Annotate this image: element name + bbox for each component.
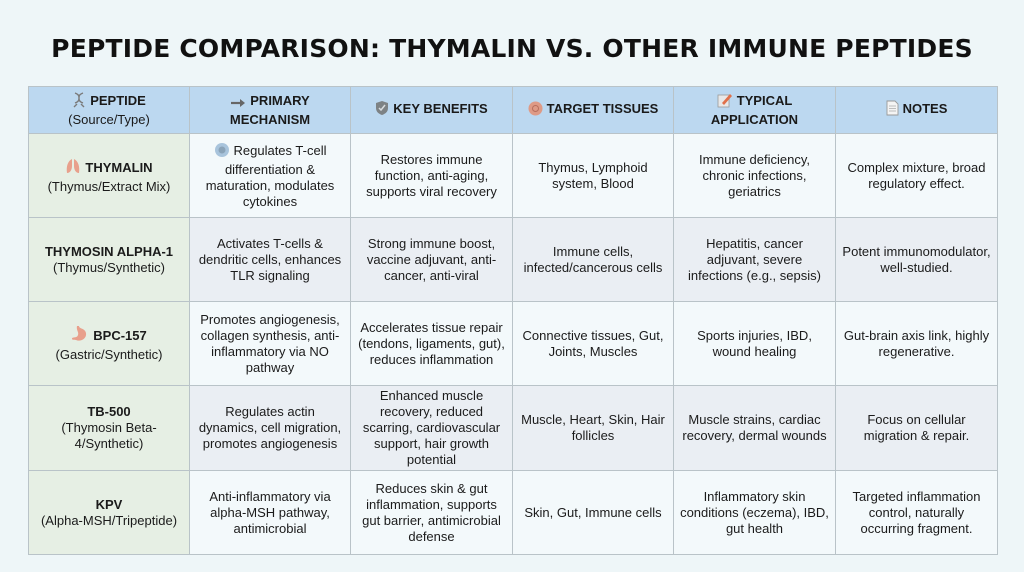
benefits-cell: Restores immune function, anti-aging, su…	[350, 133, 513, 218]
table-row: KPV (Alpha-MSH/Tripeptide) Anti-inflamma…	[28, 470, 998, 555]
stomach-icon	[71, 325, 89, 347]
peptide-source: (Thymus/Extract Mix)	[47, 178, 171, 194]
thymus-icon	[65, 157, 81, 179]
mechanism-cell: Activates T-cells & dendritic cells, enh…	[189, 217, 351, 302]
tissues-cell: Immune cells, infected/cancerous cells	[512, 217, 674, 302]
benefits-cell: Enhanced muscle recovery, reduced scarri…	[350, 385, 513, 471]
dna-icon	[72, 92, 86, 112]
notes-cell: Complex mixture, broad regulatory effect…	[835, 133, 998, 218]
application-cell: Inflammatory skin conditions (eczema), I…	[673, 470, 836, 555]
mechanism-cell: Anti-inflammatory via alpha-MSH pathway,…	[189, 470, 351, 555]
header-primary-mechanism: PRIMARY MECHANISM	[189, 86, 351, 134]
peptide-cell: KPV (Alpha-MSH/Tripeptide)	[28, 470, 190, 555]
peptide-cell: TB-500 (Thymosin Beta-4/Synthetic)	[28, 385, 190, 471]
document-icon	[886, 100, 899, 120]
application-cell: Sports injuries, IBD, wound healing	[673, 301, 836, 386]
header-key-benefits: KEY BENEFITS	[350, 86, 513, 134]
table-row: THYMOSIN ALPHA-1 (Thymus/Synthetic) Acti…	[28, 217, 998, 302]
benefits-cell: Reduces skin & gut inflammation, support…	[350, 470, 513, 555]
pencil-note-icon	[717, 92, 733, 112]
mechanism-cell: Regulates actin dynamics, cell migration…	[189, 385, 351, 471]
notes-cell: Targeted inflammation control, naturally…	[835, 470, 998, 555]
peptide-name: THYMALIN	[85, 159, 153, 175]
header-target-tissues: TARGET TISSUES	[512, 86, 674, 134]
tissues-cell: Thymus, Lymphoid system, Blood	[512, 133, 674, 218]
header-typical-application: TYPICAL APPLICATION	[673, 86, 836, 134]
peptide-name: TB-500	[87, 404, 131, 419]
table-row: BPC-157 (Gastric/Synthetic) Promotes ang…	[28, 301, 998, 386]
page-title: PEPTIDE COMPARISON: THYMALIN VS. OTHER I…	[51, 34, 973, 63]
shield-check-icon	[375, 100, 389, 120]
mechanism-cell: Regulates T-cell differentiation & matur…	[189, 133, 351, 218]
benefits-cell: Accelerates tissue repair (tendons, liga…	[350, 301, 513, 386]
peptide-name: BPC-157	[93, 327, 147, 343]
cell-icon	[214, 142, 230, 162]
tissues-cell: Muscle, Heart, Skin, Hair follicles	[512, 385, 674, 471]
peptide-cell: BPC-157 (Gastric/Synthetic)	[28, 301, 190, 386]
header-notes: NOTES	[835, 86, 998, 134]
application-cell: Hepatitis, cancer adjuvant, severe infec…	[673, 217, 836, 302]
benefits-cell: Strong immune boost, vaccine adjuvant, a…	[350, 217, 513, 302]
application-cell: Muscle strains, cardiac recovery, dermal…	[673, 385, 836, 471]
peptide-name: THYMOSIN ALPHA-1	[44, 243, 174, 259]
arrow-right-icon	[230, 96, 246, 112]
peptide-source: (Gastric/Synthetic)	[55, 346, 163, 362]
peptide-source: (Thymosin Beta-4/Synthetic)	[61, 420, 157, 451]
table-header-row: PEPTIDE (Source/Type) PRIMARY MECHANISM …	[28, 86, 998, 134]
notes-cell: Gut-brain axis link, highly regenerative…	[835, 301, 998, 386]
tissues-cell: Connective tissues, Gut, Joints, Muscles	[512, 301, 674, 386]
table-row: TB-500 (Thymosin Beta-4/Synthetic) Regul…	[28, 385, 998, 471]
mechanism-cell: Promotes angiogenesis, collagen synthesi…	[189, 301, 351, 386]
peptide-cell: THYMOSIN ALPHA-1 (Thymus/Synthetic)	[28, 217, 190, 302]
peptide-source: (Thymus/Synthetic)	[53, 259, 165, 275]
peptide-source: (Alpha-MSH/Tripeptide)	[40, 512, 178, 528]
peptide-cell: THYMALIN (Thymus/Extract Mix)	[28, 133, 190, 218]
peptide-name: KPV	[95, 496, 123, 512]
notes-cell: Potent immunomodulator, well-studied.	[835, 217, 998, 302]
tissues-cell: Skin, Gut, Immune cells	[512, 470, 674, 555]
table-row: THYMALIN (Thymus/Extract Mix) Regulates …	[28, 133, 998, 218]
notes-cell: Focus on cellular migration & repair.	[835, 385, 998, 471]
application-cell: Immune deficiency, chronic infections, g…	[673, 133, 836, 218]
tissue-cell-icon	[528, 101, 543, 120]
peptide-comparison-table: PEPTIDE (Source/Type) PRIMARY MECHANISM …	[28, 86, 998, 555]
header-peptide: PEPTIDE (Source/Type)	[28, 86, 190, 134]
